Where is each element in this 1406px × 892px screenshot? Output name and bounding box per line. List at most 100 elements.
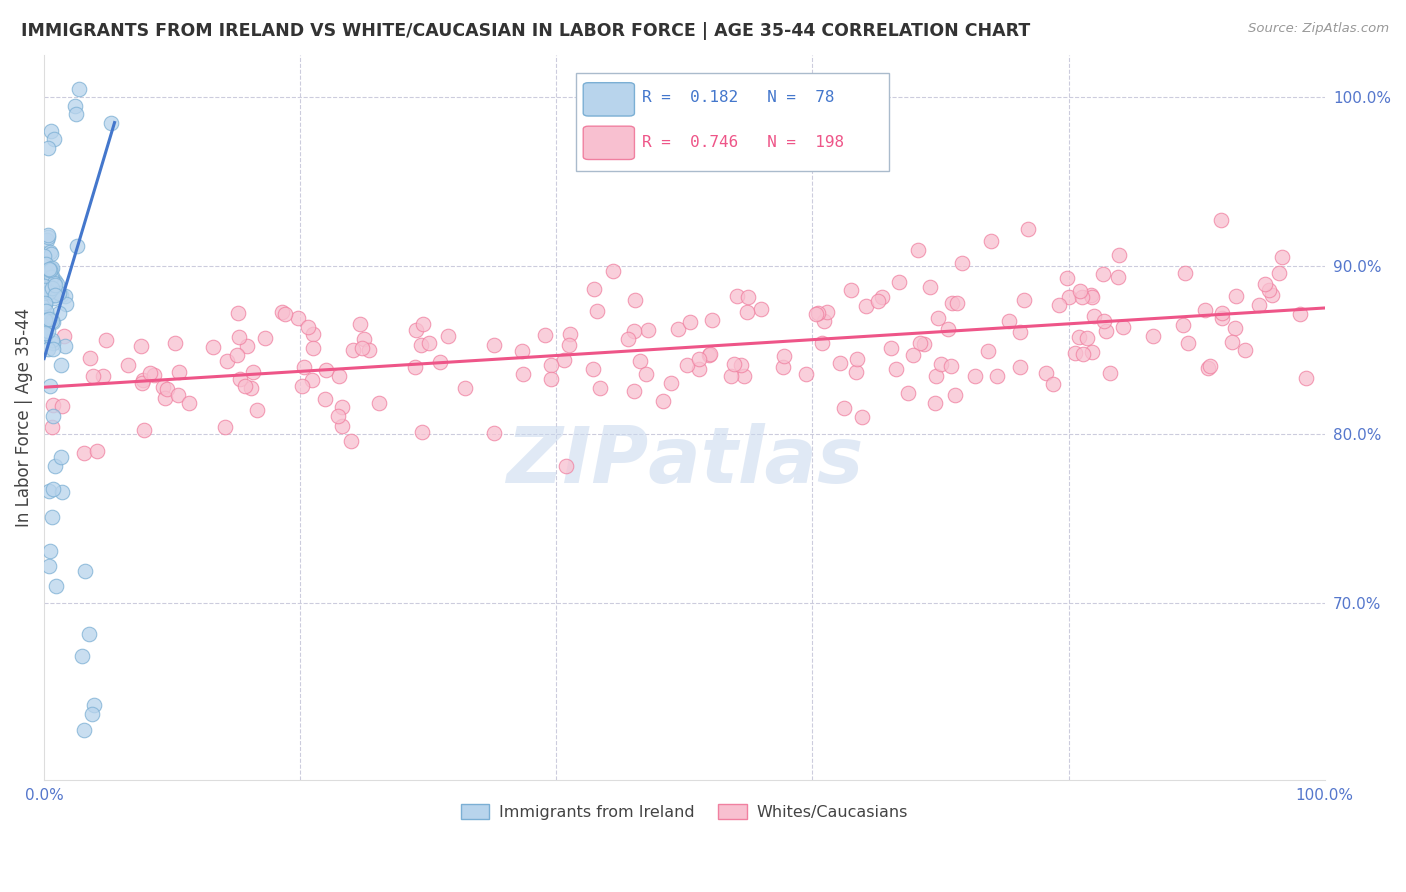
Point <box>540 372 562 386</box>
Point <box>39 283 62 297</box>
Point <box>242 365 264 379</box>
Point <box>929 357 952 371</box>
Point <box>91 368 114 383</box>
Point <box>165 335 187 350</box>
Point <box>367 396 389 410</box>
Point <box>42 398 65 412</box>
Point <box>32 278 55 293</box>
Point <box>37 141 59 155</box>
Point <box>1271 250 1294 264</box>
Point <box>229 371 252 385</box>
Point <box>1042 376 1064 391</box>
Point <box>131 373 153 387</box>
Point <box>65 107 87 121</box>
Point <box>839 283 862 297</box>
Point <box>67 82 90 96</box>
Point <box>82 368 104 383</box>
Point <box>100 115 122 129</box>
Point <box>1081 344 1104 359</box>
Point <box>1220 335 1243 350</box>
Point <box>411 425 433 439</box>
Point <box>39 262 62 277</box>
Point <box>977 343 1000 358</box>
Point <box>167 387 190 401</box>
Point <box>437 328 460 343</box>
Point <box>1211 310 1233 325</box>
Point <box>44 288 66 302</box>
Point <box>637 323 659 337</box>
Point <box>38 290 60 304</box>
Point <box>676 358 699 372</box>
Point <box>1173 318 1195 332</box>
Point <box>1047 298 1070 312</box>
Point <box>86 444 108 458</box>
Point <box>79 351 101 365</box>
Point <box>1254 277 1277 292</box>
Point <box>965 368 987 383</box>
Point <box>1223 320 1246 334</box>
Point <box>38 261 60 276</box>
Point <box>83 698 105 712</box>
Point <box>1080 288 1102 302</box>
Point <box>41 510 63 524</box>
Point <box>332 418 354 433</box>
Point <box>38 312 60 326</box>
Point <box>44 291 66 305</box>
Point <box>628 353 651 368</box>
Point <box>688 362 710 376</box>
Point <box>42 343 65 357</box>
Point <box>34 304 56 318</box>
Point <box>32 301 55 315</box>
Point <box>240 381 263 395</box>
Point <box>41 260 63 275</box>
Point <box>946 295 969 310</box>
Point <box>1067 330 1090 344</box>
Point <box>63 99 86 113</box>
Point <box>1083 309 1105 323</box>
Point <box>94 333 117 347</box>
Point <box>602 264 624 278</box>
Point <box>733 368 755 383</box>
Point <box>142 368 165 383</box>
Point <box>1108 248 1130 262</box>
Point <box>53 289 76 303</box>
Point <box>53 328 76 343</box>
Point <box>1064 346 1087 360</box>
Point <box>749 302 772 317</box>
Point <box>41 333 63 347</box>
Point <box>274 307 297 321</box>
Point <box>350 341 373 355</box>
Point <box>177 395 200 409</box>
Point <box>1035 367 1057 381</box>
Point <box>315 363 337 377</box>
Point <box>37 228 59 243</box>
Point <box>42 336 65 351</box>
Point <box>34 297 56 311</box>
Point <box>357 343 380 357</box>
Point <box>624 293 647 307</box>
Point <box>855 299 877 313</box>
Point <box>34 313 56 327</box>
FancyBboxPatch shape <box>575 73 889 171</box>
Point <box>41 269 63 284</box>
Point <box>1069 284 1091 298</box>
Point <box>980 234 1002 248</box>
Point <box>156 383 179 397</box>
Point <box>225 348 247 362</box>
Point <box>582 362 605 376</box>
Point <box>679 314 702 328</box>
Point <box>1017 221 1039 235</box>
Text: R =  0.746   N =  198: R = 0.746 N = 198 <box>643 135 844 150</box>
Point <box>912 337 935 351</box>
Point <box>651 393 673 408</box>
Point <box>623 325 645 339</box>
Point <box>215 353 238 368</box>
Point <box>41 314 63 328</box>
Point <box>634 368 657 382</box>
Text: Source: ZipAtlas.com: Source: ZipAtlas.com <box>1249 22 1389 36</box>
FancyBboxPatch shape <box>583 83 634 116</box>
Point <box>558 338 581 352</box>
Point <box>1095 324 1118 338</box>
Point <box>845 365 868 379</box>
Point <box>811 336 834 351</box>
